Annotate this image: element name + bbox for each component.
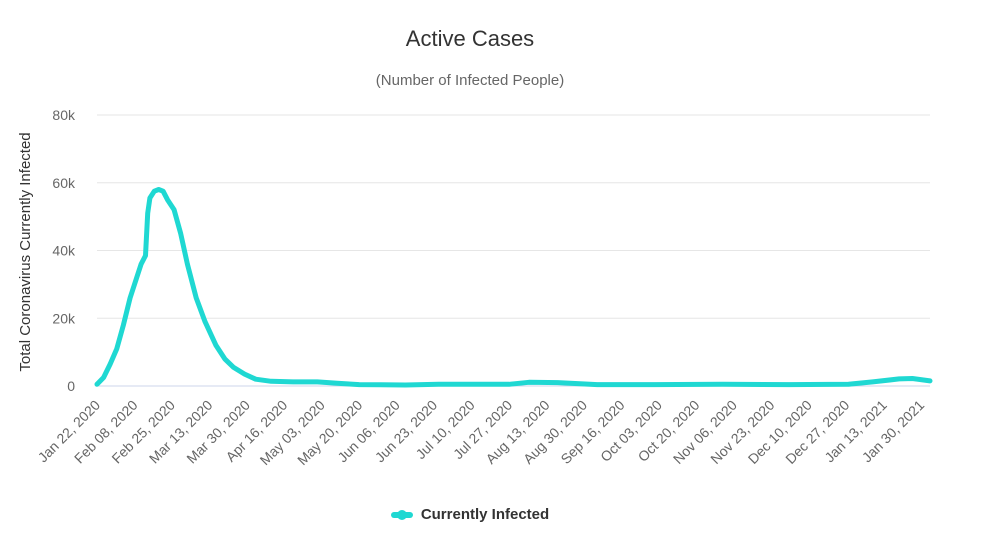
y-tick-label: 0 <box>67 378 75 394</box>
legend: Currently Infected <box>0 506 940 523</box>
legend-line-marker-icon <box>390 509 413 520</box>
y-tick-label: 20k <box>52 310 76 326</box>
grid-lines <box>97 114 930 387</box>
y-tick-label: 40k <box>52 243 76 259</box>
y-tick-label: 80k <box>52 107 76 123</box>
y-tick-label: 60k <box>52 175 76 191</box>
chart-subtitle: (Number of Infected People) <box>375 72 565 89</box>
chart-title: Active Cases <box>405 26 535 51</box>
legend-item-currently-infected[interactable]: Currently Infected <box>390 506 550 523</box>
series-line-currently-infected[interactable] <box>94 187 933 388</box>
series-layer <box>94 187 933 388</box>
legend-label: Currently Infected <box>420 506 550 523</box>
y-axis-title: Total Coronavirus Currently Infected <box>17 132 34 371</box>
y-axis-tick-labels: 0 20k 40k 60k 80k <box>52 107 76 394</box>
